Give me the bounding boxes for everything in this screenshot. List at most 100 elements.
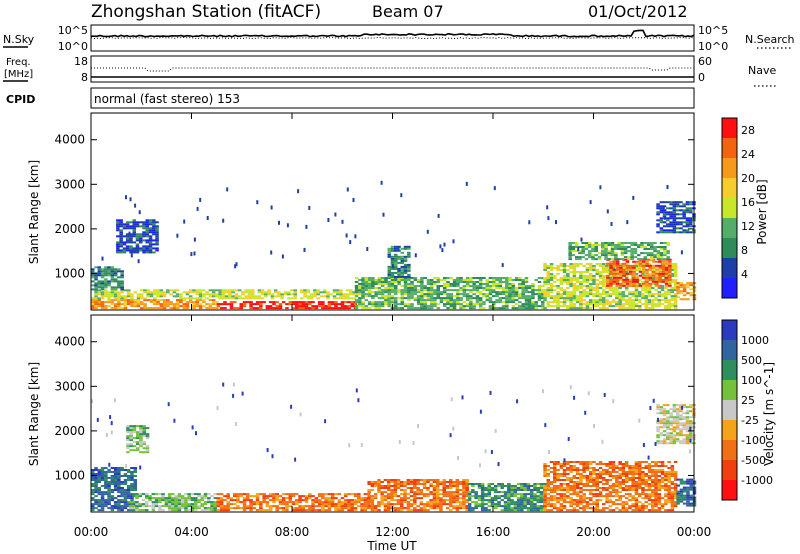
heatmap-cell [597, 256, 602, 259]
heatmap-cell [511, 293, 516, 296]
heatmap-cell [572, 293, 577, 296]
heatmap-cell [624, 303, 629, 306]
heatmap-cell [366, 507, 371, 510]
heatmap-cell [666, 217, 670, 220]
heatmap-cell [387, 267, 392, 270]
heatmap-cell [619, 272, 623, 275]
heatmap-cell [420, 291, 424, 294]
heatmap-cell [265, 307, 270, 310]
heatmap-cell [621, 463, 626, 466]
heatmap-cell [602, 285, 606, 288]
heatmap-cell [511, 285, 516, 288]
heatmap-cell [104, 268, 108, 271]
heatmap-cell [334, 509, 338, 512]
heatmap-cell [446, 295, 450, 298]
heatmap-cell [682, 290, 687, 293]
heatmap-cell [641, 481, 645, 484]
heatmap-cell [449, 493, 453, 496]
heatmap-cell [477, 483, 482, 486]
heatmap-cell [139, 433, 143, 436]
heatmap-cell [638, 475, 642, 478]
heatmap-cell [598, 281, 603, 284]
heatmap-cell [589, 461, 593, 464]
heatmap-cell [342, 297, 347, 300]
heatmap-cell [231, 297, 235, 300]
heatmap-cell [135, 243, 140, 246]
heatmap-cell [135, 237, 140, 240]
heatmap-cell [656, 254, 661, 257]
heatmap-cell [257, 289, 262, 292]
heatmap-cell [129, 251, 133, 254]
heatmap-cell [409, 487, 414, 490]
heatmap-cell [123, 481, 128, 484]
heatmap-cell [426, 307, 431, 310]
heatmap-cell [559, 301, 564, 304]
heatmap-cell [233, 495, 237, 498]
heatmap-cell [133, 481, 138, 484]
heatmap-cell [618, 483, 622, 486]
heatmap-cell [326, 291, 330, 294]
heatmap-cell [174, 505, 178, 508]
heatmap-cell [608, 467, 613, 470]
heatmap-cell [280, 293, 284, 296]
heatmap-cell [475, 287, 480, 290]
heatmap-cell [569, 505, 573, 508]
heatmap-cell [159, 303, 164, 306]
heatmap-cell [645, 280, 649, 283]
heatmap-cell [537, 299, 542, 302]
heatmap-cell [619, 274, 623, 277]
heatmap-cell [259, 305, 263, 308]
heatmap-cell [445, 485, 450, 488]
heatmap-cell [139, 247, 143, 250]
heatmap-cell [471, 495, 475, 498]
heatmap-cell [298, 303, 302, 306]
heatmap-cell [663, 252, 667, 255]
heatmap-cell [575, 271, 580, 274]
heatmap-cell [666, 231, 670, 234]
heatmap-cell [595, 483, 600, 486]
heatmap-cell [364, 281, 369, 284]
heatmap-cell [303, 247, 306, 252]
heatmap-cell [465, 279, 470, 282]
heatmap-cell [487, 483, 492, 486]
heatmap-cell [569, 499, 573, 502]
heatmap-cell [608, 461, 613, 464]
heatmap-cell [357, 499, 361, 502]
heatmap-cell [449, 499, 453, 502]
heatmap-cell [380, 301, 385, 304]
heatmap-cell [125, 233, 130, 236]
heatmap-cell [145, 433, 150, 436]
heatmap-cell [126, 427, 130, 430]
heatmap-cell [316, 293, 320, 296]
heatmap-cell [130, 303, 134, 306]
heatmap-cell [651, 485, 655, 488]
heatmap-cell [546, 489, 551, 492]
heatmap-cell [439, 483, 443, 486]
heatmap-cell [656, 258, 661, 261]
heatmap-cell [624, 299, 629, 302]
heatmap-cell [589, 497, 593, 500]
freq-frame [90, 55, 695, 83]
heatmap-cell [390, 291, 395, 294]
heatmap-cell [400, 265, 405, 268]
heatmap-cell [472, 277, 476, 280]
heatmap-cell [367, 289, 372, 292]
heatmap-cell [589, 293, 593, 296]
heatmap-cell [278, 305, 283, 308]
heatmap-cell [520, 493, 524, 496]
heatmap-cell [569, 283, 573, 286]
heatmap-cell [611, 487, 616, 490]
heatmap-cell [624, 263, 629, 266]
heatmap-cell [490, 497, 495, 500]
heatmap-cell [311, 505, 315, 508]
heatmap-cell [452, 281, 457, 284]
nsearch-tick-bottom: 10^0 [698, 40, 728, 53]
heatmap-cell [659, 221, 664, 224]
heatmap-cell [543, 269, 547, 272]
heatmap-cell [541, 289, 545, 292]
heatmap-cell [410, 295, 414, 298]
heatmap-cell [249, 301, 253, 304]
heatmap-cell [190, 252, 193, 257]
heatmap-cell [407, 289, 411, 292]
heatmap-cell [211, 299, 216, 302]
